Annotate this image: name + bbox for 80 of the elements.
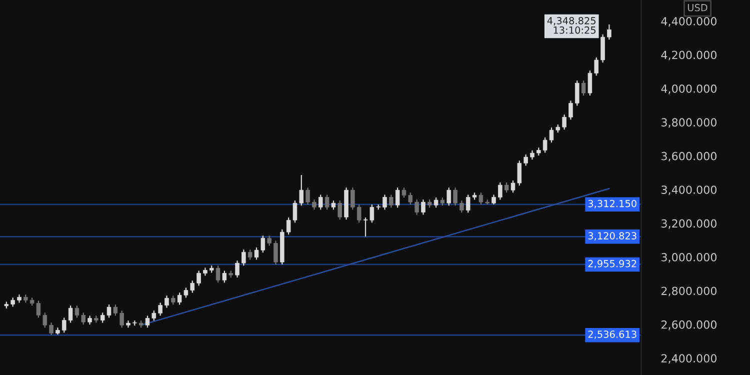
candlestick bbox=[568, 100, 573, 120]
candlestick bbox=[74, 305, 80, 318]
candlestick bbox=[460, 200, 464, 214]
candlestick bbox=[62, 317, 66, 334]
candlestick bbox=[331, 200, 336, 210]
candlestick bbox=[190, 280, 195, 294]
candlestick bbox=[498, 182, 502, 200]
candlestick bbox=[421, 198, 426, 216]
candlestick bbox=[306, 187, 310, 206]
candlestick bbox=[466, 194, 470, 214]
candlestick bbox=[594, 56, 598, 76]
candlestick bbox=[222, 270, 227, 284]
candlestick bbox=[312, 198, 316, 210]
y-tick-label: 3,800.000 bbox=[662, 118, 717, 128]
candlestick bbox=[395, 187, 400, 208]
candlestick bbox=[216, 265, 220, 284]
candlestick bbox=[164, 295, 169, 308]
y-tick-label: 3,400.000 bbox=[662, 186, 717, 196]
candlestick bbox=[607, 24, 612, 40]
candlestick bbox=[446, 187, 452, 206]
candlestick bbox=[242, 249, 246, 266]
candlestick bbox=[68, 305, 73, 324]
y-tick-label: 4,200.000 bbox=[661, 50, 717, 60]
candlestick bbox=[267, 235, 272, 246]
annotation: 4,348.825 13:10:25 bbox=[547, 17, 596, 34]
candlestick bbox=[248, 249, 252, 260]
candlestick bbox=[274, 240, 278, 265]
candlestick bbox=[106, 304, 112, 318]
candlestick bbox=[510, 180, 516, 194]
candlestick bbox=[260, 235, 266, 254]
candlestick bbox=[588, 70, 592, 96]
ref-line-label: 3,120.823 bbox=[588, 232, 636, 240]
candlestick bbox=[492, 194, 496, 205]
candlestick bbox=[517, 160, 522, 186]
candlestick bbox=[318, 194, 323, 210]
candlestick bbox=[434, 196, 438, 208]
candlestick bbox=[145, 315, 150, 328]
candlestick bbox=[299, 174, 304, 206]
ref-line-label: 2,536.613 bbox=[588, 330, 636, 339]
candlestick bbox=[10, 297, 15, 308]
y-tick-label: 3,600.000 bbox=[662, 152, 717, 162]
candlestick bbox=[171, 295, 176, 306]
candlestick bbox=[574, 80, 580, 106]
candlestick bbox=[81, 312, 86, 326]
y-tick-label: 4,000.000 bbox=[661, 84, 717, 94]
candlestick bbox=[113, 304, 118, 316]
candlestick bbox=[524, 154, 528, 166]
y-axis-title: USD bbox=[688, 4, 708, 12]
candlestick bbox=[453, 187, 458, 206]
candlestick bbox=[158, 302, 162, 316]
candlestick bbox=[254, 247, 259, 260]
candlestick bbox=[235, 260, 240, 278]
candlestick bbox=[42, 312, 48, 328]
candlestick bbox=[408, 192, 413, 206]
candlestick bbox=[504, 182, 509, 194]
candlestick bbox=[152, 310, 156, 322]
candlestick bbox=[389, 194, 394, 208]
candlestick bbox=[49, 322, 54, 336]
candlestick bbox=[414, 198, 419, 216]
candlestick bbox=[356, 204, 362, 224]
ref-line-label: 3,312.150 bbox=[588, 200, 636, 208]
candlestick bbox=[478, 192, 484, 206]
candlestick bbox=[402, 187, 406, 198]
y-tick-label: 4,400.000 bbox=[661, 17, 717, 27]
candlestick bbox=[382, 194, 387, 210]
y-tick-label: 3,200.000 bbox=[662, 219, 717, 229]
candlestick bbox=[338, 200, 342, 220]
y-tick-label: 2,800.000 bbox=[662, 286, 717, 296]
candlestick bbox=[350, 187, 355, 210]
candlestick bbox=[530, 150, 534, 160]
ref-line-label: 2,955.932 bbox=[588, 260, 636, 268]
y-tick-label: 2,600.000 bbox=[662, 320, 717, 330]
candlestick bbox=[120, 310, 124, 328]
candlestick bbox=[100, 312, 105, 324]
candlestick bbox=[196, 270, 201, 286]
candlestick bbox=[324, 194, 330, 210]
y-tick-label: 3,000.000 bbox=[662, 252, 717, 263]
candlestick bbox=[562, 114, 566, 130]
candlestick bbox=[581, 80, 586, 96]
y-tick-label: 2,400.000 bbox=[662, 354, 717, 364]
